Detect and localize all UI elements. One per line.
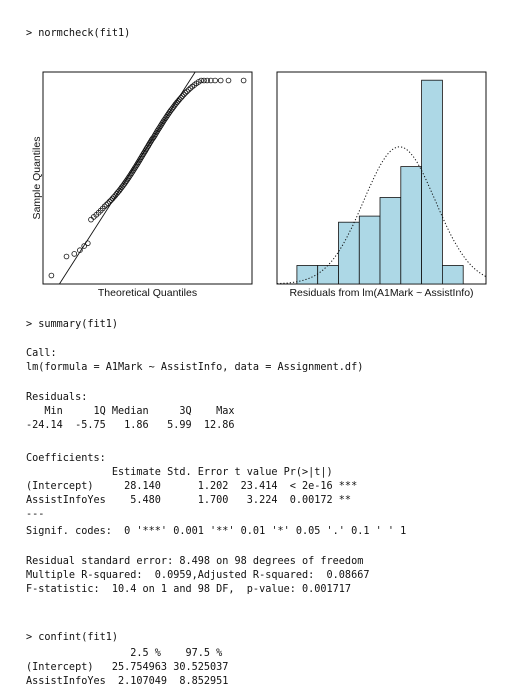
qq-points <box>48 77 247 279</box>
qq-point <box>185 86 192 93</box>
qq-point <box>198 77 205 84</box>
qq-y-axis-label: Sample Quantiles <box>31 137 43 220</box>
qq-point <box>181 91 187 98</box>
output-f-statistic: F-statistic: 10.4 on 1 and 98 DF, p-valu… <box>26 584 352 595</box>
qq-point <box>208 77 214 84</box>
output-residual-standard-error: Residual standard error: 8.498 on 98 deg… <box>26 556 364 567</box>
qq-point <box>71 251 78 257</box>
output-residuals-header: Residuals: <box>26 392 88 403</box>
histogram-bar <box>441 265 464 285</box>
histogram-bar <box>400 166 422 285</box>
output-confint-assistinfoyes: AssistInfoYes 2.107049 8.852951 <box>26 676 229 687</box>
qq-point <box>182 90 189 96</box>
output-residuals-labels: Min 1Q Median 3Q Max <box>26 406 241 417</box>
histogram-x-axis-label: Residuals from lm(A1Mark ~ AssistInfo) <box>289 287 473 299</box>
histogram-bars <box>296 79 464 285</box>
qq-point <box>240 77 247 84</box>
qq-point <box>105 200 111 207</box>
qq-point <box>149 135 156 142</box>
qq-point <box>217 77 224 84</box>
qq-point <box>201 77 207 84</box>
output-confint-columns: 2.5 % 97.5 % <box>26 648 223 659</box>
qq-point <box>101 203 108 210</box>
qq-point <box>184 88 190 95</box>
output-confint-intercept: (Intercept) 25.754963 30.525037 <box>26 662 229 673</box>
histogram-bar <box>338 221 360 285</box>
output-coefficients-intercept: (Intercept) 28.140 1.202 23.414 < 2e-16 … <box>26 481 358 492</box>
qq-point <box>204 77 211 84</box>
qq-point <box>225 77 232 84</box>
output-coefficients-columns: Estimate Std. Error t value Pr(>|t|) <box>26 467 358 478</box>
output-call: lm(formula = A1Mark ~ AssistInfo, data =… <box>26 362 364 373</box>
qq-point <box>81 243 87 249</box>
qq-plot-frame <box>42 71 253 285</box>
histogram-bar <box>421 79 443 285</box>
diagnostic-plots: Theoretical Quantiles Sample Quantiles R… <box>31 71 487 299</box>
output-coefficients-assistinfoyes: AssistInfoYes 5.480 1.700 3.224 0.00172 … <box>26 495 358 506</box>
histogram-bar <box>379 197 402 285</box>
qq-point <box>88 216 94 223</box>
normal-density-curve <box>277 146 487 285</box>
output-call-header: Call: <box>26 348 57 359</box>
console-command-confint: > confint(fit1) <box>26 632 119 643</box>
qq-reference-line <box>59 71 196 285</box>
qq-point <box>48 272 55 279</box>
output-r-squared: Multiple R-squared: 0.0959,Adjusted R-sq… <box>26 570 376 581</box>
histogram-bar <box>358 215 381 285</box>
histogram-bar <box>317 265 339 285</box>
output-residuals-values: -24.14 -5.75 1.86 5.99 12.86 <box>26 420 241 431</box>
console-command-summary: > summary(fit1) <box>26 319 119 330</box>
output-separator: --- <box>26 509 45 520</box>
qq-point <box>103 202 110 208</box>
output-coefficients-header: Coefficients: <box>26 453 106 464</box>
console-command-normcheck: > normcheck(fit1) <box>26 28 131 39</box>
qq-point <box>212 77 218 84</box>
qq-x-axis-label: Theoretical Quantiles <box>98 287 197 299</box>
output-signif-codes: Signif. codes: 0 '***' 0.001 '**' 0.01 '… <box>26 526 407 537</box>
qq-point <box>63 253 70 260</box>
